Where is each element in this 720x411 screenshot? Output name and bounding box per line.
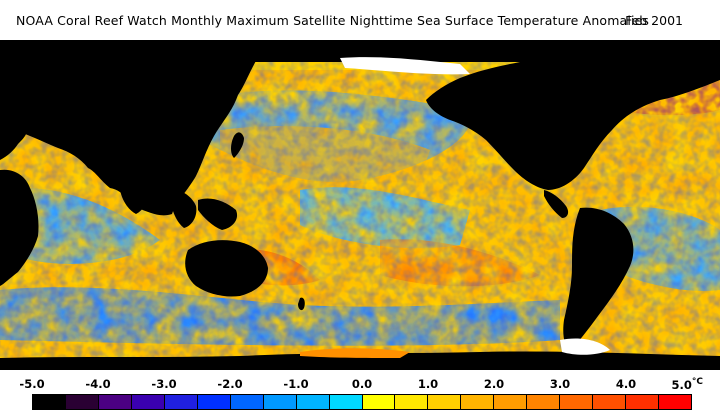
legend-swatch [131, 395, 165, 409]
legend-tick-label: -4.0 [85, 377, 111, 391]
map-title: NOAA Coral Reef Watch Monthly Maximum Sa… [16, 13, 650, 28]
legend-tick-label: 4.0 [615, 377, 637, 391]
legend-tick-label: -1.0 [283, 377, 309, 391]
map-date: Feb 2001 [625, 13, 683, 28]
legend-swatch [65, 395, 99, 409]
south-america [563, 207, 634, 352]
maritime-se-asia [198, 198, 238, 230]
legend-tick-label: -2.0 [217, 377, 243, 391]
legend-tick-label: -5.0 [19, 377, 45, 391]
legend-swatch [659, 395, 692, 409]
greenland [640, 54, 700, 77]
arabia-india [120, 174, 149, 214]
japan [231, 132, 244, 158]
legend-swatch [230, 395, 264, 409]
legend-swatch [395, 395, 429, 409]
world-map-svg [0, 40, 720, 370]
legend-swatch [362, 395, 396, 409]
legend-swatch [164, 395, 198, 409]
eurasia [0, 54, 260, 216]
legend-swatch [494, 395, 528, 409]
legend-swatch [461, 395, 495, 409]
central-america [544, 190, 569, 218]
legend-swatch [593, 395, 627, 409]
new-zealand [298, 297, 305, 311]
color-legend: -5.0 -4.0 -3.0 -2.0 -1.0 0.0 1.0 2.0 3.0 4.0 5.0°C [0, 370, 720, 411]
legend-swatch [197, 395, 231, 409]
australia [185, 240, 268, 297]
legend-swatch [329, 395, 363, 409]
antarctic-warm-fringe [300, 348, 410, 358]
legend-tick-label: 3.0 [549, 377, 571, 391]
antarctica [0, 351, 720, 370]
western-europe [0, 54, 28, 160]
legend-tick-label: 2.0 [483, 377, 505, 391]
legend-tick-label: 5.0°C [671, 377, 704, 392]
legend-swatch [560, 395, 594, 409]
legend-swatch [263, 395, 297, 409]
legend-colorbar [32, 394, 692, 410]
legend-tick-label: 0.0 [351, 377, 373, 391]
legend-unit: °C [691, 377, 704, 387]
southeast-asia [170, 189, 197, 228]
legend-swatch [33, 395, 66, 409]
legend-tick-label: 1.0 [417, 377, 439, 391]
legend-swatch [428, 395, 462, 409]
legend-swatch [296, 395, 330, 409]
sst-anomaly-map [0, 40, 720, 370]
north-america [426, 54, 720, 190]
land-masses [0, 54, 720, 352]
antarctic-ice [560, 338, 610, 355]
arctic-ice [340, 57, 470, 75]
legend-swatch [527, 395, 561, 409]
legend-swatch [98, 395, 132, 409]
africa [0, 169, 39, 286]
title-bar: NOAA Coral Reef Watch Monthly Maximum Sa… [0, 0, 720, 40]
legend-tick-label: -3.0 [151, 377, 177, 391]
legend-swatch [626, 395, 660, 409]
